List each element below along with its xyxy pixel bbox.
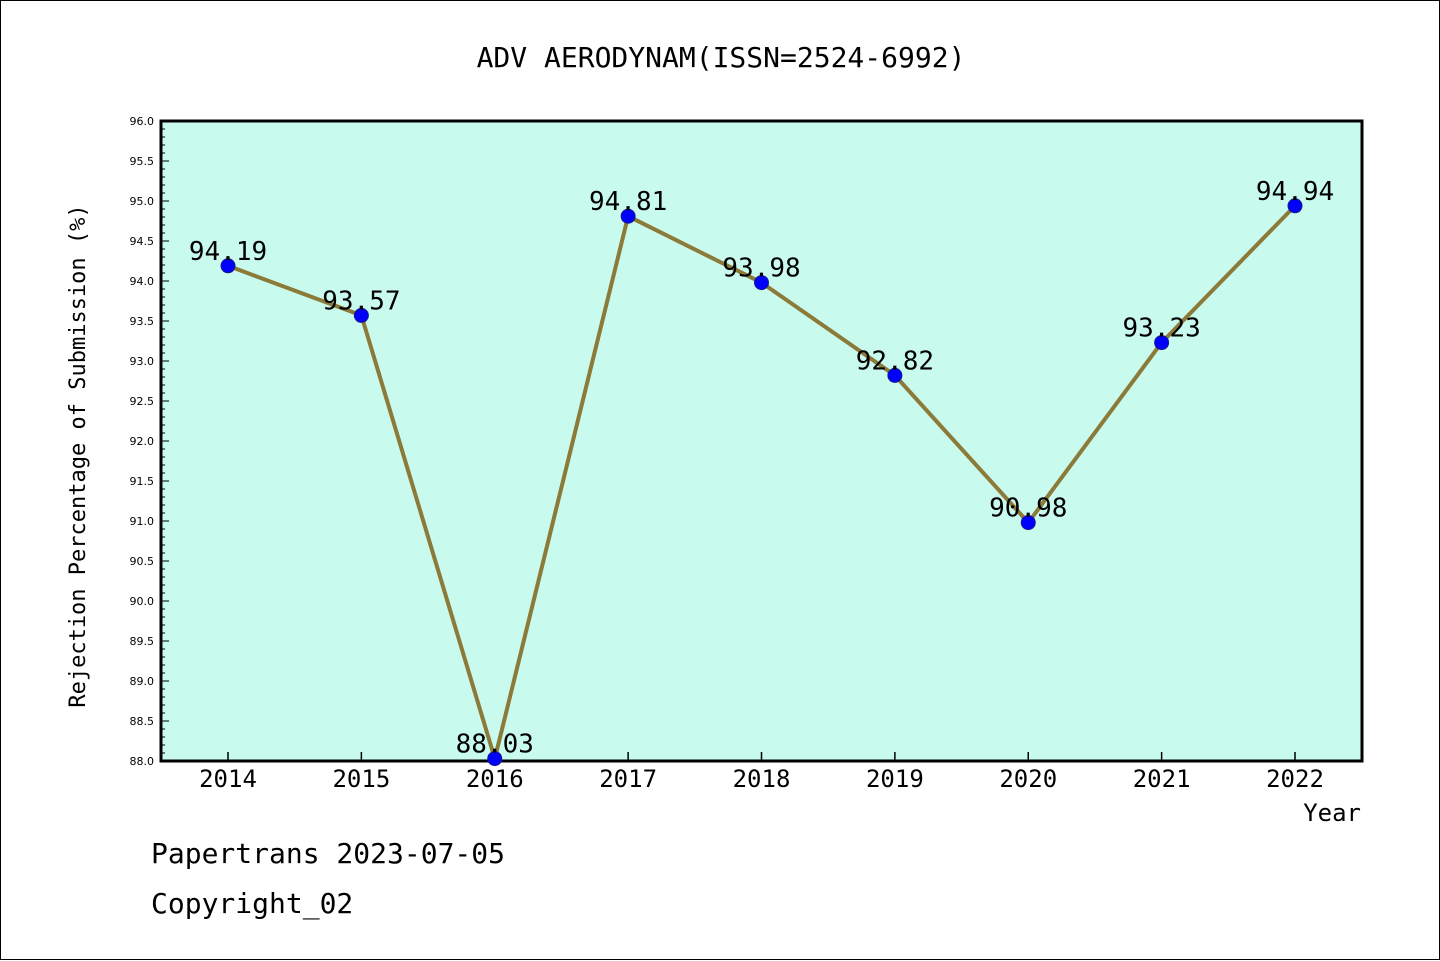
data-point bbox=[487, 751, 503, 767]
data-point bbox=[1020, 515, 1036, 531]
y-tick-label: 91.5 bbox=[130, 475, 155, 488]
x-tick-label: 2015 bbox=[332, 765, 390, 793]
data-label: 94.19 bbox=[189, 237, 267, 267]
data-label: 93.23 bbox=[1122, 314, 1200, 344]
y-tick-label: 93.0 bbox=[130, 355, 155, 368]
y-tick-label: 88.5 bbox=[130, 715, 155, 728]
data-label: 94.94 bbox=[1256, 177, 1334, 207]
y-axis: 88.0 88.5 89.0 89.5 90.0 90.5 91.0 91.5 92.0 92.5… bbox=[130, 115, 169, 768]
data-point bbox=[1287, 198, 1303, 214]
y-tick-label: 90.5 bbox=[130, 555, 155, 568]
y-tick-label: 94.5 bbox=[130, 235, 155, 248]
data-point bbox=[1154, 335, 1170, 351]
x-tick-label: 2017 bbox=[599, 765, 657, 793]
series-line-group bbox=[220, 198, 1303, 767]
x-tick-label: 2021 bbox=[1133, 765, 1191, 793]
footer-date: Papertrans 2023-07-05 bbox=[151, 837, 506, 870]
data-point bbox=[887, 367, 903, 383]
x-axis: 2014 2015 2016 2017 2018 2019 2020 2021 2022 bbox=[199, 752, 1324, 793]
y-tick-label: 95.0 bbox=[130, 195, 155, 208]
data-label: 92.82 bbox=[856, 346, 934, 376]
data-label: 94.81 bbox=[589, 187, 667, 217]
y-tick-label: 95.5 bbox=[130, 155, 155, 168]
x-tick-label: 2018 bbox=[733, 765, 791, 793]
x-tick-label: 2016 bbox=[466, 765, 524, 793]
y-tick-label: 93.5 bbox=[130, 315, 155, 328]
data-point bbox=[754, 275, 769, 291]
footer-copyright: Copyright_02 bbox=[151, 887, 354, 920]
data-label: 88.03 bbox=[456, 730, 534, 760]
data-label: 90.98 bbox=[989, 494, 1067, 524]
data-label: 93.98 bbox=[722, 254, 800, 284]
y-tick-label: 92.5 bbox=[130, 395, 155, 408]
chart-title: ADV AERODYNAM(ISSN=2524-6992) bbox=[477, 41, 966, 74]
x-tick-label: 2022 bbox=[1266, 765, 1324, 793]
x-tick-label: 2019 bbox=[866, 765, 924, 793]
y-tick-label: 92.0 bbox=[130, 435, 155, 448]
data-point bbox=[220, 258, 236, 274]
x-tick-label: 2014 bbox=[199, 765, 257, 793]
y-tick-label: 89.5 bbox=[130, 635, 155, 648]
data-point bbox=[620, 208, 636, 224]
x-axis-label: Year bbox=[1303, 799, 1361, 827]
y-tick-label: 94.0 bbox=[130, 275, 155, 288]
y-tick-label: 91.0 bbox=[130, 515, 155, 528]
y-tick-label: 96.0 bbox=[130, 115, 155, 128]
x-tick-label: 2020 bbox=[999, 765, 1057, 793]
y-tick-label: 88.0 bbox=[130, 755, 155, 768]
y-tick-label: 90.0 bbox=[130, 595, 155, 608]
y-tick-label: 89.0 bbox=[130, 675, 155, 688]
y-axis-label: Rejection Percentage of Submission (%) bbox=[66, 204, 91, 707]
data-point bbox=[353, 307, 369, 323]
data-label-group: 94.19 93.57 88.03 94.81 93.98 92.82 90.98 93.23… bbox=[189, 177, 1334, 760]
data-label: 93.57 bbox=[322, 286, 400, 316]
plot-area bbox=[159, 119, 1364, 763]
